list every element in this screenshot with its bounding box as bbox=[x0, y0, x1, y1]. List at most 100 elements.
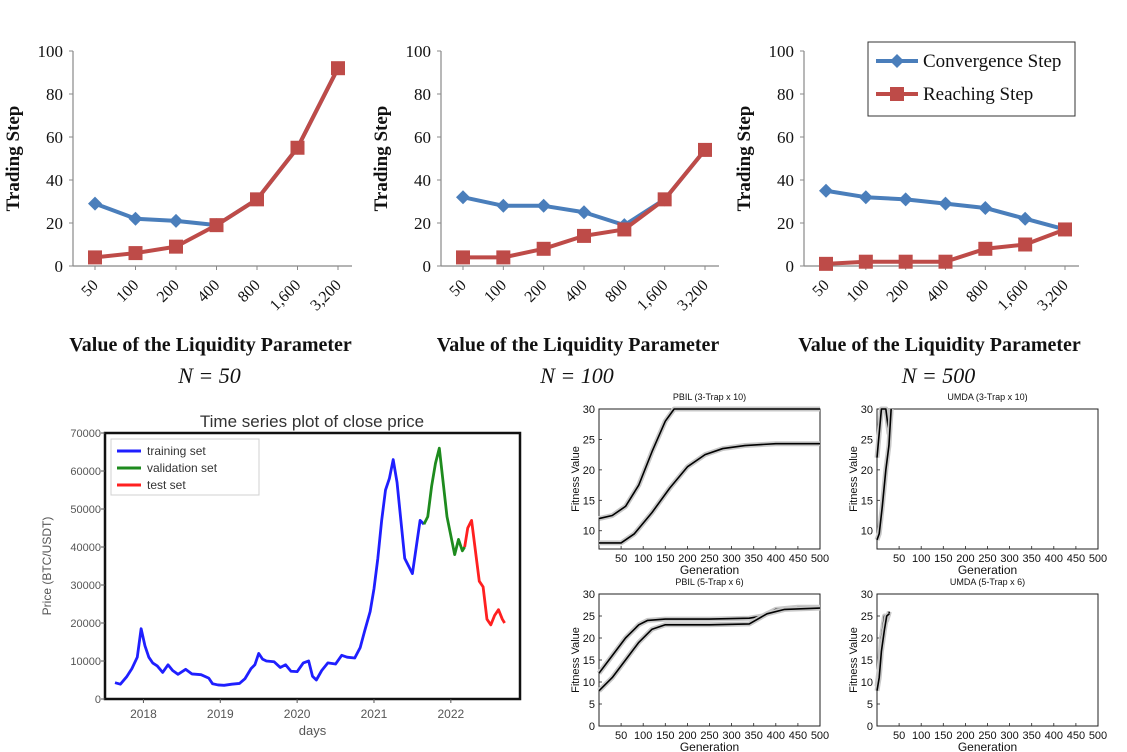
y-tick-label: 0 bbox=[55, 257, 64, 276]
y-axis-title: Fitness Value bbox=[848, 446, 860, 512]
series-line-upper bbox=[598, 408, 820, 520]
data-point bbox=[169, 239, 183, 254]
x-tick-label: 2020 bbox=[284, 707, 311, 721]
y-axis-title: Trading Step bbox=[3, 106, 24, 212]
data-point bbox=[898, 192, 913, 207]
x-tick-label: 2019 bbox=[207, 707, 234, 721]
x-tick-label: 200 bbox=[522, 277, 551, 306]
y-tick-label: 100 bbox=[38, 42, 64, 61]
x-tick-label: 50 bbox=[78, 277, 101, 300]
data-point bbox=[88, 250, 102, 265]
y-tick-label: 40 bbox=[777, 171, 794, 190]
x-tick-label: 1,600 bbox=[634, 277, 671, 314]
x-tick-label: 500 bbox=[811, 553, 829, 565]
series-line-lower bbox=[598, 607, 821, 692]
series-reaching-step bbox=[88, 61, 345, 265]
x-tick-label: 200 bbox=[678, 730, 696, 742]
y-tick-label: 15 bbox=[861, 495, 873, 507]
x-tick-label: 400 bbox=[1045, 730, 1063, 742]
legend-swatch-marker bbox=[890, 54, 904, 68]
y-tick-label: 60 bbox=[777, 128, 794, 147]
data-point bbox=[331, 61, 345, 76]
y-tick-label: 20 bbox=[583, 465, 595, 477]
series-line-lower bbox=[876, 613, 890, 691]
y-tick-label: 25 bbox=[583, 434, 595, 446]
x-tick-label: 50 bbox=[615, 553, 627, 565]
x-tick-label: 50 bbox=[893, 553, 905, 565]
x-tick-label: 100 bbox=[912, 730, 930, 742]
x-tick-label: 800 bbox=[963, 277, 992, 306]
y-tick-label: 40000 bbox=[70, 542, 101, 554]
y-tick-label: 15 bbox=[583, 655, 595, 667]
x-tick-label: 500 bbox=[811, 730, 829, 742]
y-tick-label: 10000 bbox=[70, 656, 101, 668]
x-tick-label: 2021 bbox=[361, 707, 388, 721]
x-tick-label: 1,600 bbox=[995, 277, 1032, 314]
x-tick-label: 100 bbox=[912, 553, 930, 565]
plot-frame bbox=[598, 593, 821, 727]
data-point bbox=[536, 198, 551, 213]
x-tick-label: 200 bbox=[884, 277, 913, 306]
x-tick-label: 450 bbox=[1067, 553, 1085, 565]
x-tick-label: 2022 bbox=[437, 707, 464, 721]
series-line-lower bbox=[599, 442, 820, 544]
legend-label: Convergence Step bbox=[923, 51, 1061, 72]
data-point bbox=[617, 222, 632, 237]
x-axis-title: Value of the Liquidity Parameter bbox=[437, 334, 720, 356]
x-tick-label: 350 bbox=[1023, 553, 1041, 565]
x-tick-label: 50 bbox=[893, 730, 905, 742]
y-tick-label: 80 bbox=[46, 85, 63, 104]
legend-label: validation set bbox=[147, 461, 218, 475]
data-point bbox=[978, 241, 993, 256]
y-tick-label: 0 bbox=[423, 257, 432, 276]
y-tick-label: 20 bbox=[414, 214, 431, 233]
x-axis-title: Generation bbox=[958, 740, 1017, 752]
x-tick-label: 450 bbox=[789, 553, 807, 565]
y-tick-label: 70000 bbox=[70, 428, 101, 440]
x-axis-title: Value of the Liquidity Parameter bbox=[69, 334, 352, 356]
legend-label: test set bbox=[147, 478, 186, 492]
data-point bbox=[819, 256, 833, 271]
x-tick-label: 400 bbox=[562, 277, 591, 306]
x-tick-label: 800 bbox=[602, 277, 631, 306]
x-tick-label: 100 bbox=[844, 277, 873, 306]
y-tick-label: 40 bbox=[414, 171, 431, 190]
y-tick-label: 30000 bbox=[70, 580, 101, 592]
x-tick-label: 1,600 bbox=[267, 277, 304, 314]
plot-frame bbox=[598, 408, 821, 550]
y-tick-label: 80 bbox=[414, 85, 431, 104]
data-point bbox=[169, 213, 183, 228]
legend-label: training set bbox=[147, 444, 206, 458]
y-tick-label: 0 bbox=[867, 721, 873, 733]
y-tick-label: 20000 bbox=[70, 618, 101, 630]
y-axis-title: Fitness Value bbox=[570, 627, 582, 693]
y-axis-title: Fitness Value bbox=[848, 627, 860, 693]
data-point bbox=[698, 142, 712, 157]
y-tick-label: 100 bbox=[769, 42, 795, 61]
y-tick-label: 10 bbox=[583, 526, 595, 538]
x-tick-label: 300 bbox=[722, 553, 740, 565]
x-axis-title: Value of the Liquidity Parameter bbox=[798, 334, 1081, 356]
x-tick-label: 400 bbox=[194, 277, 223, 306]
trading-step-chart-1: 0 20 40 60 80 100 50 100 200 400 800 1,600 3,200 Trad… bbox=[3, 42, 352, 388]
y-tick-label: 100 bbox=[406, 42, 432, 61]
data-point bbox=[128, 246, 143, 261]
x-tick-label: 350 bbox=[745, 730, 763, 742]
x-tick-label: 150 bbox=[934, 730, 952, 742]
data-point bbox=[496, 198, 511, 213]
x-tick-label: 100 bbox=[481, 277, 510, 306]
x-tick-label: 250 bbox=[700, 553, 718, 565]
x-tick-label: 200 bbox=[956, 553, 974, 565]
y-tick-label: 40 bbox=[46, 171, 63, 190]
x-tick-label: 350 bbox=[745, 553, 763, 565]
data-point bbox=[577, 228, 591, 243]
y-tick-label: 20 bbox=[861, 465, 873, 477]
x-tick-label: 2018 bbox=[130, 707, 157, 721]
y-tick-label: 25 bbox=[861, 434, 873, 446]
x-tick-label: 350 bbox=[1023, 730, 1041, 742]
data-point bbox=[456, 250, 470, 265]
y-tick-label: 20 bbox=[583, 633, 595, 645]
series-convergence-step bbox=[819, 183, 1072, 237]
data-point bbox=[657, 192, 672, 207]
